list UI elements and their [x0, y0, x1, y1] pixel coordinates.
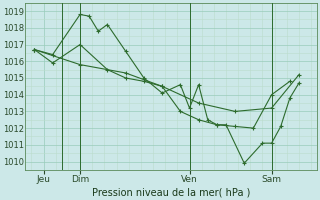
X-axis label: Pression niveau de la mer( hPa ): Pression niveau de la mer( hPa ) — [92, 187, 251, 197]
